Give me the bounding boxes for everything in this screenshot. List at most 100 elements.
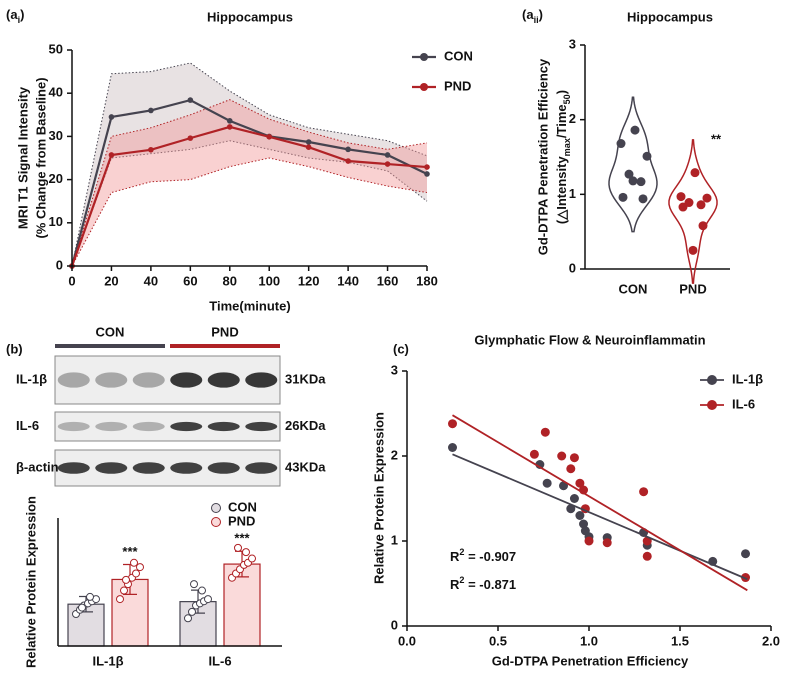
point: [345, 158, 351, 164]
x-tick-label: 1.5: [671, 633, 689, 648]
blot-band: [132, 462, 165, 474]
y-axis-label-part: ): [554, 90, 569, 94]
point: [630, 125, 640, 135]
annotation-part: = -0.871: [464, 577, 516, 592]
point: [384, 152, 391, 158]
point: [540, 427, 550, 437]
point: [187, 135, 194, 141]
point: [132, 569, 140, 578]
panel-label: (c): [393, 341, 409, 356]
point: [569, 453, 579, 463]
blot-band: [170, 372, 203, 388]
blot-band: [95, 421, 128, 432]
blot-band: [207, 421, 240, 432]
point: [575, 478, 585, 488]
x-tick-label: CON: [619, 281, 648, 296]
panel-label: (aii): [522, 7, 543, 25]
y-tick-label: 0: [56, 257, 63, 272]
x-tick-label: 160: [377, 273, 399, 288]
blot-band: [57, 462, 90, 474]
panel-label-part: ii: [534, 15, 539, 25]
point: [345, 146, 351, 153]
row-size: 31KDa: [285, 371, 326, 386]
group-label: CON: [96, 324, 125, 339]
x-tick-label: 80: [223, 273, 237, 288]
point: [136, 563, 144, 572]
point: [584, 536, 594, 546]
x-tick-label: 180: [416, 273, 438, 288]
fit-line: [452, 453, 748, 581]
point: [148, 146, 154, 153]
x-tick-label: 140: [337, 273, 359, 288]
legend-label: CON: [444, 48, 473, 63]
y-tick-label: 0: [569, 260, 576, 275]
panel-label-part: (a: [6, 7, 18, 22]
legend-label: IL-6: [732, 396, 755, 411]
chart-title: Hippocampus: [207, 9, 293, 24]
point: [636, 177, 646, 187]
chart-title: Glymphatic Flow & Neuroinflammatin: [474, 332, 705, 347]
y-tick-label: 10: [49, 214, 63, 229]
panel-label-part: ): [539, 7, 543, 22]
annotation: R2 = -0.907: [450, 547, 516, 564]
y-tick-label: 3: [569, 36, 576, 51]
point: [226, 118, 233, 124]
x-tick-label: 0.0: [398, 633, 416, 648]
y-tick-label: 3: [391, 362, 398, 377]
point: [618, 192, 628, 202]
point: [602, 538, 612, 548]
point: [676, 192, 686, 202]
point: [639, 487, 649, 497]
significance: ***: [234, 531, 250, 546]
point: [579, 519, 589, 529]
x-tick-label: 100: [258, 273, 280, 288]
significance: **: [711, 131, 722, 146]
x-tick-label: 1.0: [580, 633, 598, 648]
point: [448, 443, 457, 452]
point: [120, 586, 128, 595]
x-tick-label: IL-1β: [92, 653, 123, 668]
point: [130, 558, 138, 567]
point: [698, 221, 708, 231]
point: [226, 124, 233, 130]
point: [187, 97, 194, 103]
x-tick-label: 0.5: [489, 633, 507, 648]
row-label: IL-6: [16, 418, 39, 433]
point: [248, 554, 256, 563]
point: [384, 161, 391, 167]
annotation-part: 2: [459, 547, 464, 557]
point: [741, 549, 751, 559]
blot-band: [132, 421, 165, 432]
band: [72, 62, 427, 267]
panel-label: (ai): [6, 7, 24, 25]
panel-label-part: ): [20, 7, 24, 22]
blot-strip: [54, 449, 281, 487]
line: [70, 98, 428, 267]
legend-marker: [211, 503, 221, 513]
chart-title: Hippocampus: [627, 9, 713, 24]
point: [122, 575, 130, 584]
band: [72, 99, 427, 267]
blot-band: [170, 462, 203, 474]
y-axis-label-part: 50: [562, 94, 572, 104]
point: [642, 551, 652, 561]
point: [616, 139, 626, 149]
point: [529, 449, 539, 459]
x-axis-label: Gd-DTPA Penetration Efficiency: [492, 653, 689, 668]
point: [424, 171, 430, 177]
y-tick-label: 50: [49, 41, 63, 56]
point: [624, 169, 634, 179]
blot-band: [170, 421, 203, 432]
blot-band: [207, 372, 240, 388]
x-tick-label: 20: [104, 273, 118, 288]
point: [638, 194, 648, 204]
point: [198, 586, 206, 595]
blot-band: [132, 372, 165, 388]
blot-band: [57, 372, 90, 388]
point: [642, 151, 652, 161]
y-tick-label: 0: [391, 617, 398, 632]
y-axis-label-part: (△Intensity: [554, 156, 569, 225]
blot-band: [95, 462, 128, 474]
band-edge: [71, 157, 428, 267]
point: [305, 139, 312, 145]
